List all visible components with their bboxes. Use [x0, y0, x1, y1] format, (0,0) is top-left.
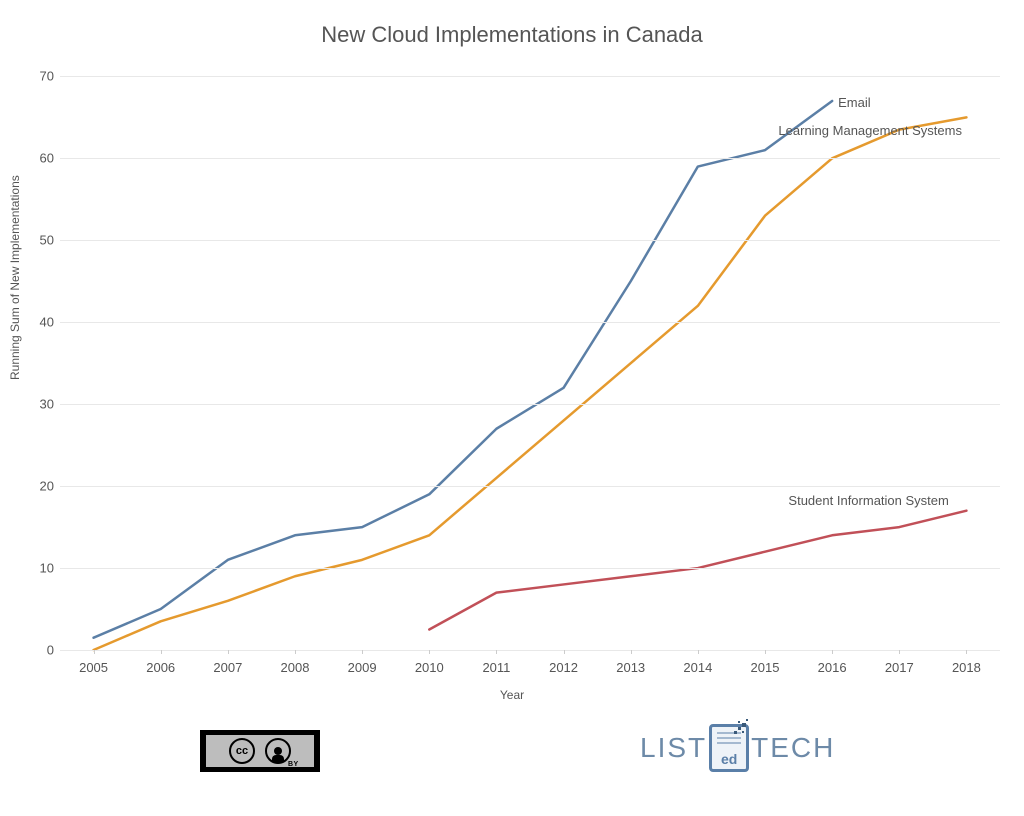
gridline: [60, 322, 1000, 323]
x-tick-mark: [228, 650, 229, 654]
x-tick-label: 2014: [678, 660, 718, 675]
y-tick-label: 60: [24, 151, 54, 166]
chart-footer: cc BY LIST ed: [0, 720, 1024, 790]
y-tick-label: 70: [24, 69, 54, 84]
y-tick-label: 20: [24, 479, 54, 494]
x-tick-label: 2016: [812, 660, 852, 675]
gridline: [60, 158, 1000, 159]
x-tick-label: 2009: [342, 660, 382, 675]
gridline: [60, 404, 1000, 405]
x-tick-label: 2018: [946, 660, 986, 675]
x-tick-mark: [765, 650, 766, 654]
series-label-email: Email: [838, 95, 871, 110]
chart-title: New Cloud Implementations in Canada: [0, 22, 1024, 48]
cc-icon: cc: [229, 738, 255, 764]
listedtech-logo: LIST ed TECH: [640, 724, 835, 772]
x-tick-mark: [832, 650, 833, 654]
series-line-email: [94, 101, 833, 638]
cc-by-text: BY: [288, 761, 299, 768]
x-tick-label: 2011: [476, 660, 516, 675]
y-tick-label: 50: [24, 233, 54, 248]
chart-container: New Cloud Implementations in Canada Runn…: [0, 0, 1024, 816]
x-tick-label: 2006: [141, 660, 181, 675]
x-tick-mark: [94, 650, 95, 654]
x-tick-mark: [698, 650, 699, 654]
x-tick-mark: [899, 650, 900, 654]
x-tick-mark: [362, 650, 363, 654]
series-label-student-information-system: Student Information System: [788, 493, 948, 508]
x-tick-label: 2017: [879, 660, 919, 675]
chart-lines-svg: [60, 60, 1000, 650]
y-tick-label: 30: [24, 397, 54, 412]
gridline: [60, 76, 1000, 77]
gridline: [60, 568, 1000, 569]
logo-text-right: TECH: [751, 732, 835, 764]
logo-dots-icon: [732, 719, 752, 739]
x-tick-mark: [429, 650, 430, 654]
x-tick-label: 2010: [409, 660, 449, 675]
y-tick-label: 40: [24, 315, 54, 330]
gridline: [60, 240, 1000, 241]
y-axis-label: Running Sum of New Implementations: [8, 175, 22, 380]
series-line-learning-management-systems: [94, 117, 967, 650]
x-tick-label: 2007: [208, 660, 248, 675]
plot-area: 0102030405060702005200620072008200920102…: [60, 60, 1000, 650]
x-tick-label: 2005: [74, 660, 114, 675]
cc-by-badge: cc BY: [200, 730, 320, 772]
x-tick-mark: [631, 650, 632, 654]
x-tick-label: 2008: [275, 660, 315, 675]
series-label-learning-management-systems: Learning Management Systems: [778, 123, 962, 138]
x-tick-label: 2012: [544, 660, 584, 675]
gridline: [60, 486, 1000, 487]
x-tick-mark: [496, 650, 497, 654]
logo-doc-text: ed: [721, 751, 737, 767]
x-tick-label: 2013: [611, 660, 651, 675]
logo-doc-icon: ed: [709, 724, 749, 772]
x-axis-label: Year: [0, 688, 1024, 702]
x-tick-label: 2015: [745, 660, 785, 675]
x-tick-mark: [295, 650, 296, 654]
y-tick-label: 10: [24, 561, 54, 576]
gridline: [60, 650, 1000, 651]
x-tick-mark: [564, 650, 565, 654]
x-tick-mark: [161, 650, 162, 654]
logo-text-left: LIST: [640, 732, 707, 764]
y-tick-label: 0: [24, 643, 54, 658]
series-line-student-information-system: [429, 511, 966, 630]
x-tick-mark: [966, 650, 967, 654]
